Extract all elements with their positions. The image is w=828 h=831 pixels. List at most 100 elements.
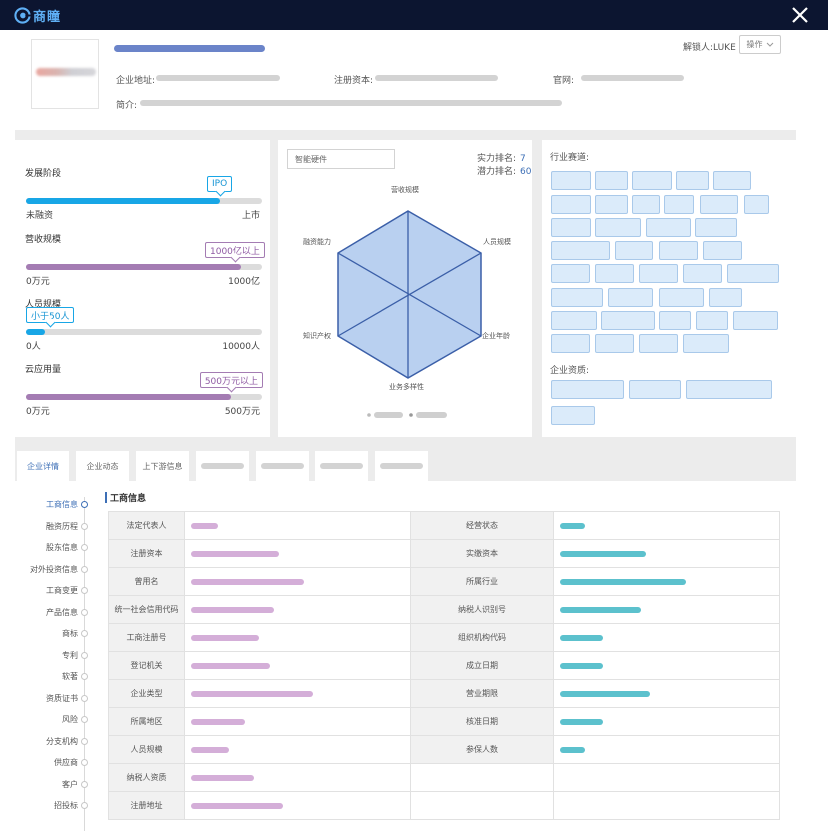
value-placeholder-bar	[191, 747, 230, 753]
industry-tag[interactable]	[595, 218, 641, 237]
value-placeholder-bar	[560, 747, 585, 753]
industry-tag[interactable]	[551, 288, 603, 307]
industry-tag[interactable]	[683, 334, 729, 353]
table-row: 注册地址	[108, 791, 780, 820]
field-label: 参保人数	[410, 735, 554, 764]
sidebar-item[interactable]: 分支机构	[46, 736, 78, 746]
carousel-dot[interactable]	[409, 413, 413, 417]
industry-tag[interactable]	[595, 171, 628, 190]
metric-track	[26, 394, 262, 400]
sidebar-item[interactable]: 工商变更	[46, 586, 78, 595]
radar-panel: 智能硬件 实力排名: 7 潜力排名: 60 营收规模 人员规模 企业年龄 业务多样性…	[278, 140, 532, 437]
field-value	[553, 651, 780, 680]
qualification-tag[interactable]	[629, 380, 681, 399]
qualification-tag[interactable]	[686, 380, 772, 399]
value-placeholder-bar	[191, 551, 279, 557]
sidebar-dot	[81, 587, 88, 594]
tab-placeholder[interactable]	[196, 451, 249, 481]
value-placeholder-bar	[560, 579, 686, 585]
radar-label-revenue: 营收规模	[391, 186, 419, 194]
value-placeholder-bar	[191, 607, 275, 613]
qualification-tag[interactable]	[551, 406, 595, 425]
industry-tag[interactable]	[551, 195, 591, 214]
industry-tag[interactable]	[713, 171, 751, 190]
industry-tag[interactable]	[676, 171, 709, 190]
field-value	[553, 735, 780, 764]
industry-tag[interactable]	[646, 218, 691, 237]
sidebar-item[interactable]: 股东信息	[46, 543, 78, 552]
table-row: 统一社会信用代码 纳税人识别号	[108, 595, 780, 624]
tab-company-detail[interactable]: 企业详情	[17, 451, 69, 481]
industry-tag[interactable]	[733, 311, 778, 330]
industry-tag[interactable]	[551, 264, 590, 283]
tab-placeholder[interactable]	[256, 451, 309, 481]
industry-tag[interactable]	[632, 195, 660, 214]
carousel-dot[interactable]	[367, 413, 371, 417]
sidebar-item[interactable]: 风险	[62, 715, 78, 724]
industry-tag[interactable]	[664, 195, 694, 214]
field-label: 人员规模	[108, 735, 185, 764]
carousel-bar[interactable]	[374, 412, 403, 418]
sidebar-item[interactable]: 专利	[62, 650, 78, 660]
industry-tag[interactable]	[659, 288, 704, 307]
industry-tag[interactable]	[551, 311, 597, 330]
industry-tag[interactable]	[601, 311, 655, 330]
blurred-logo	[36, 68, 96, 76]
industry-tag[interactable]	[700, 195, 738, 214]
industry-tag[interactable]	[595, 334, 634, 353]
field-label: 核准日期	[410, 707, 554, 736]
industry-tag[interactable]	[615, 241, 653, 260]
industry-tag[interactable]	[551, 334, 590, 353]
carousel-bar[interactable]	[416, 412, 447, 418]
metric-min-label: 0万元	[26, 277, 50, 287]
sidebar-item[interactable]: 融资历程	[46, 521, 78, 531]
sidebar-item[interactable]: 客户	[62, 779, 78, 789]
tab-company-news[interactable]: 企业动态	[76, 451, 129, 481]
app-logo[interactable]: 商瞳	[14, 6, 61, 25]
website-placeholder[interactable]	[581, 75, 684, 81]
qualification-tag[interactable]	[551, 380, 624, 399]
field-value	[553, 763, 780, 792]
sidebar-item[interactable]: 软著	[62, 672, 78, 681]
industry-tag[interactable]	[608, 288, 653, 307]
close-icon[interactable]	[789, 4, 811, 26]
industry-tag[interactable]	[696, 311, 728, 330]
field-value	[184, 791, 411, 820]
sidebar-item[interactable]: 供应商	[54, 758, 78, 767]
industry-tag[interactable]	[683, 264, 722, 283]
industry-tag[interactable]	[744, 195, 769, 214]
industry-tag[interactable]	[639, 334, 678, 353]
sidebar-item[interactable]: 商标	[62, 629, 78, 638]
tab-placeholder[interactable]	[375, 451, 428, 481]
sidebar-item[interactable]: 对外投资信息	[30, 564, 78, 574]
industry-tag[interactable]	[551, 171, 591, 190]
industry-tag[interactable]	[659, 311, 691, 330]
industry-tag[interactable]	[703, 241, 742, 260]
tab-supply-chain[interactable]: 上下游信息	[136, 451, 189, 481]
sidebar-item[interactable]: 资质证书	[46, 693, 78, 703]
industry-tag[interactable]	[659, 241, 698, 260]
industry-tag[interactable]	[727, 264, 779, 283]
field-label: 经营状态	[410, 511, 554, 540]
operation-button[interactable]: 操作	[739, 35, 781, 54]
industry-tag[interactable]	[551, 241, 610, 260]
industry-tag[interactable]	[595, 264, 634, 283]
sidebar-item[interactable]: 产品信息	[46, 607, 78, 617]
sidebar-dot	[81, 565, 88, 573]
capital-placeholder	[375, 75, 498, 81]
sidebar-item[interactable]: 招投标	[54, 801, 78, 810]
field-value	[184, 539, 411, 568]
industry-tag[interactable]	[639, 264, 678, 283]
industry-tag[interactable]	[551, 218, 591, 237]
sidebar-item[interactable]: 工商信息	[46, 500, 78, 509]
tab-placeholder[interactable]	[315, 451, 368, 481]
industry-tag[interactable]	[695, 218, 737, 237]
industry-tag[interactable]	[632, 171, 672, 190]
field-label: 注册资本	[108, 539, 185, 568]
metric-title: 云应用量	[25, 365, 62, 375]
sidebar-timeline	[84, 497, 85, 831]
industry-tag[interactable]	[595, 195, 628, 214]
industry-tag[interactable]	[709, 288, 742, 307]
industry-field[interactable]: 智能硬件	[287, 149, 395, 169]
sidebar-dot	[81, 544, 88, 551]
